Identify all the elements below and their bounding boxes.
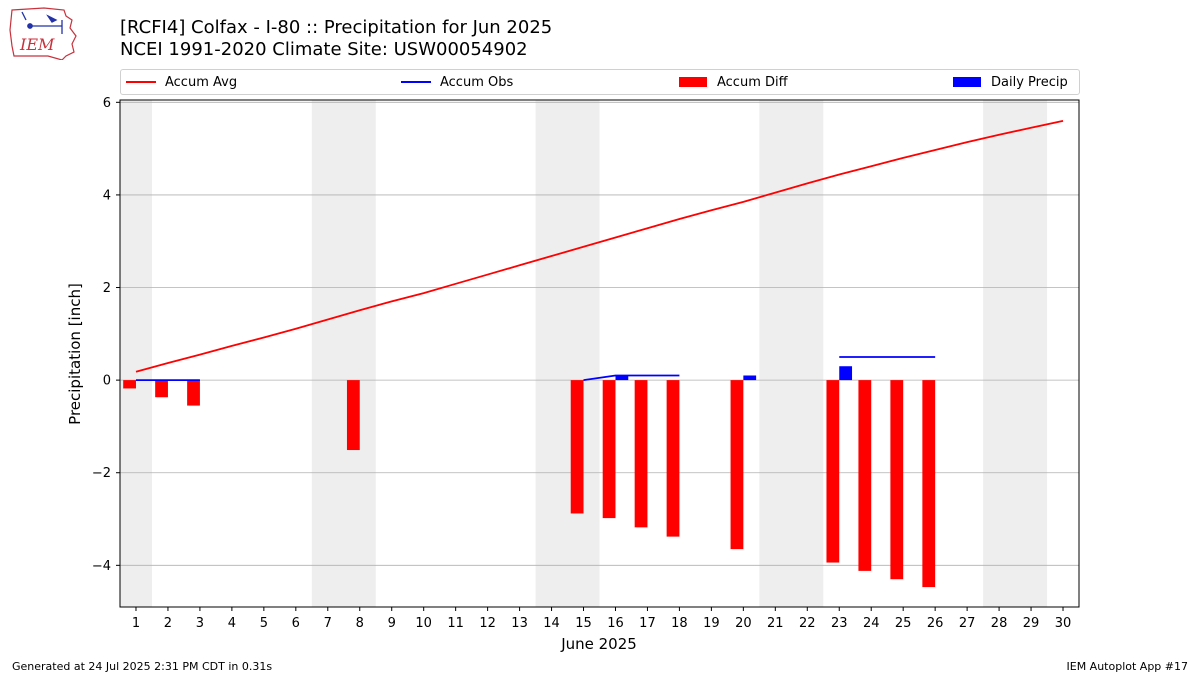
x-tick-label: 28	[991, 616, 1008, 631]
accum-diff-bar	[155, 380, 168, 398]
x-tick-label: 18	[671, 616, 688, 631]
y-tick-label: 4	[103, 188, 111, 203]
title-line-1: [RCFI4] Colfax - I-80 :: Precipitation f…	[120, 17, 553, 38]
x-tick-label: 24	[863, 616, 880, 631]
x-tick-label: 15	[575, 616, 592, 631]
x-tick-label: 3	[196, 616, 204, 631]
accum-diff-bar	[634, 380, 648, 528]
x-tick-label: 13	[511, 616, 528, 631]
accum-diff-bar	[123, 380, 136, 389]
x-tick-label: 10	[415, 616, 432, 631]
legend-swatch-daily-precip	[953, 77, 981, 87]
plot-frame	[119, 99, 1080, 608]
x-tick-label: 27	[959, 616, 976, 631]
x-tick-label: 12	[479, 616, 496, 631]
x-tick-label: 29	[1023, 616, 1040, 631]
accum-diff-bar	[826, 380, 840, 563]
accum-diff-bar	[858, 380, 872, 571]
x-tick-label: 16	[607, 616, 624, 631]
logo-text: IEM	[19, 35, 55, 54]
x-tick-label: 5	[260, 616, 268, 631]
x-tick-label: 7	[324, 616, 332, 631]
x-tick-label: 22	[799, 616, 816, 631]
x-tick-label: 9	[388, 616, 396, 631]
weekend-band-2	[535, 100, 600, 607]
legend-item-accum-obs: Accum Obs	[401, 70, 513, 94]
y-tick-label: 0	[103, 374, 111, 389]
legend-label-accum-avg: Accum Avg	[165, 74, 238, 90]
daily-precip-bar	[743, 375, 757, 381]
weekend-band-4	[983, 100, 1048, 607]
accum-diff-bar	[346, 380, 360, 451]
legend-item-accum-avg: Accum Avg	[126, 70, 237, 94]
x-tick-label: 30	[1055, 616, 1072, 631]
x-tick-label: 8	[356, 616, 364, 631]
legend-label-accum-obs: Accum Obs	[440, 74, 514, 90]
series-lines	[135, 119, 1064, 382]
weekend-band-1	[311, 100, 376, 607]
footer-generated: Generated at 24 Jul 2025 2:31 PM CDT in …	[12, 660, 273, 673]
x-tick-label: 19	[703, 616, 720, 631]
y-axis-label: Precipitation [inch]	[66, 283, 84, 425]
accum-diff-bar	[570, 380, 584, 514]
title-line-2: NCEI 1991-2020 Climate Site: USW00054902	[120, 39, 528, 60]
x-tick-label: 2	[164, 616, 172, 631]
weekend-shading	[120, 100, 1048, 607]
grid-lines	[120, 101, 1079, 566]
legend-swatch-accum-obs	[401, 81, 431, 83]
accum-obs-line-1	[583, 374, 680, 382]
accum-avg-line	[135, 119, 1064, 373]
accum-diff-bar	[890, 380, 904, 580]
legend-swatch-accum-avg	[126, 81, 156, 83]
accum-diff-bar	[922, 380, 936, 588]
y-tick-label: −2	[92, 466, 111, 481]
accum-diff-bars	[123, 380, 936, 588]
chart-legend: Accum Avg Accum Obs Accum Diff Daily Pre…	[120, 69, 1080, 95]
x-tick-label: 20	[735, 616, 752, 631]
legend-item-daily-precip: Daily Precip	[953, 70, 1068, 94]
x-axis-label: June 2025	[560, 635, 637, 653]
x-tick-label: 21	[767, 616, 784, 631]
legend-swatch-accum-diff	[679, 77, 707, 87]
accum-diff-bar	[666, 380, 680, 537]
legend-label-accum-diff: Accum Diff	[717, 74, 788, 90]
accum-diff-bar	[187, 380, 200, 406]
x-tick-label: 25	[895, 616, 912, 631]
daily-precip-bar	[839, 366, 853, 381]
legend-item-accum-diff: Accum Diff	[679, 70, 788, 94]
x-tick-label: 11	[447, 616, 464, 631]
x-tick-label: 26	[927, 616, 944, 631]
x-tick-label: 17	[639, 616, 656, 631]
accum-diff-bar	[730, 380, 744, 550]
weekend-band-0	[120, 100, 152, 607]
y-tick-label: −4	[92, 559, 111, 574]
daily-precip-bar	[615, 375, 629, 381]
iem-logo: IEM	[9, 7, 77, 60]
x-tick-label: 23	[831, 616, 848, 631]
weekend-band-3	[759, 100, 824, 607]
accum-diff-bar	[602, 380, 616, 519]
y-tick-label: 6	[103, 96, 111, 111]
x-tick-label: 14	[543, 616, 560, 631]
chart-title: [RCFI4] Colfax - I-80 :: Precipitation f…	[120, 17, 552, 61]
x-tick-label: 6	[292, 616, 300, 631]
x-tick-label: 1	[132, 616, 140, 631]
legend-label-daily-precip: Daily Precip	[991, 74, 1068, 90]
x-tick-label: 4	[228, 616, 236, 631]
footer-app: IEM Autoplot App #17	[1066, 660, 1189, 673]
y-tick-label: 2	[103, 281, 111, 296]
daily-precip-bars	[615, 366, 853, 381]
